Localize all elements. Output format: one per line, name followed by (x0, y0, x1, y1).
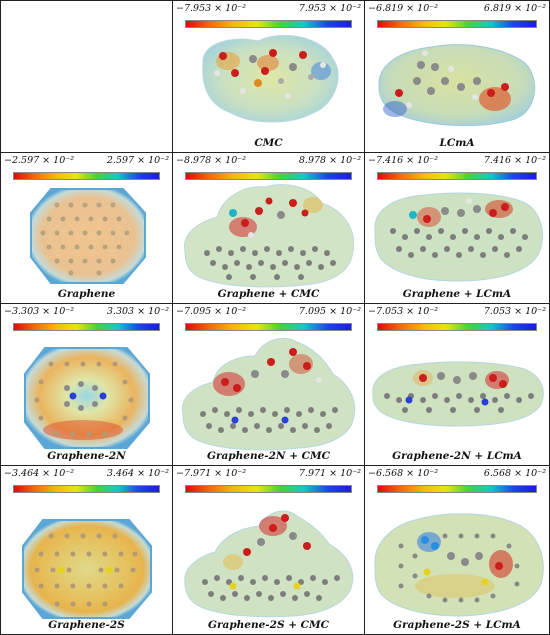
panel-cmc: −7.953 × 10⁻² 7.953 × 10⁻² (173, 1, 364, 152)
panel-graphene-2s-lcma: −6.568 × 10⁻² 6.568 × 10⁻² Gra (365, 466, 549, 634)
grid-line-col-2 (364, 0, 365, 635)
esp-range: −6.819 × 10⁻² 6.819 × 10⁻² (368, 2, 546, 15)
esp-range-low: −7.971 × 10⁻² (176, 468, 247, 479)
esp-range-high: 7.971 × 10⁻² (298, 468, 361, 479)
graphene-cmc-esp-surface (184, 184, 355, 288)
panel-caption: Graphene + LCmA (402, 288, 512, 300)
esp-range-low: −2.597 × 10⁻² (4, 155, 75, 166)
graphene-2s-esp-surface (22, 519, 152, 619)
esp-range-high: 6.568 × 10⁻² (483, 468, 546, 479)
graphene-2s-lcma-esp-surface (374, 513, 544, 617)
color-scale-bar (13, 172, 160, 180)
esp-range-low: −7.416 × 10⁻² (368, 155, 439, 166)
panel-graphene-2s: −3.464 × 10⁻² 3.464 × 10⁻² (1, 466, 172, 634)
esp-range-high: 3.303 × 10⁻² (106, 306, 169, 317)
esp-range-high: 7.053 × 10⁻² (483, 306, 546, 317)
cmc-esp-surface (202, 34, 339, 123)
esp-range-low: −3.464 × 10⁻² (4, 468, 75, 479)
panel-lcma: −6.819 × 10⁻² 6.819 × 10⁻² LC (365, 1, 549, 152)
panel-caption: LCmA (439, 137, 475, 149)
graphene-2s-atoms (34, 533, 138, 607)
grid-line-row-3 (0, 465, 550, 466)
graphene-2n-lcma-esp-surface (372, 361, 544, 427)
empty-cell (1, 1, 172, 152)
cmc-atoms (214, 49, 326, 99)
esp-range-high: 7.095 × 10⁻² (298, 306, 361, 317)
esp-range-high: 2.597 × 10⁻² (106, 155, 169, 166)
color-scale-bar (377, 20, 537, 28)
color-scale-bar (185, 20, 352, 28)
grid-line-col-1 (172, 0, 173, 635)
panel-caption: Graphene-2S + LCmA (393, 619, 521, 631)
panel-graphene-2s-cmc: −7.971 × 10⁻² 7.971 × 10⁻² Graphene-2S +… (173, 466, 364, 634)
esp-range-low: −7.095 × 10⁻² (176, 306, 247, 317)
lcma-esp-surface (378, 44, 536, 127)
esp-range-high: 7.953 × 10⁻² (298, 3, 361, 14)
esp-range-low: −7.053 × 10⁻² (368, 306, 439, 317)
graphene-atom-lattice (40, 202, 130, 276)
color-scale-bar (185, 172, 352, 180)
panel-caption: Graphene-2N + LCmA (392, 450, 522, 462)
graphene-esp-surface (30, 188, 146, 284)
panel-graphene-lcma: −7.416 × 10⁻² 7.416 × 10⁻² Graphene + LC… (365, 153, 549, 303)
graphene-2s-cmc-esp-surface (184, 510, 354, 618)
esp-range-high: 7.416 × 10⁻² (483, 155, 546, 166)
panel-graphene-2n-cmc: −7.095 × 10⁻² 7.095 × 10⁻² Graphene-2N +… (173, 304, 364, 465)
graphene-2n-cmc-atoms (200, 348, 338, 433)
color-scale-bar (377, 485, 537, 493)
panel-caption: Graphene + CMC (217, 288, 320, 300)
esp-range: −7.953 × 10⁻² 7.953 × 10⁻² (176, 2, 361, 15)
grid-line-top (0, 0, 550, 1)
esp-range: −2.597 × 10⁻² 2.597 × 10⁻² (4, 154, 169, 167)
esp-range-low: −8.978 × 10⁻² (176, 155, 247, 166)
graphene-2s-cmc-atoms (202, 514, 340, 601)
esp-range-high: 3.464 × 10⁻² (106, 468, 169, 479)
color-scale-bar (13, 485, 160, 493)
esp-range-low: −6.568 × 10⁻² (368, 468, 439, 479)
esp-range: −7.971 × 10⁻² 7.971 × 10⁻² (176, 467, 361, 480)
panel-graphene-cmc: −8.978 × 10⁻² 8.978 × 10⁻² Graphene + CM… (173, 153, 364, 303)
panel-caption: Graphene (57, 288, 116, 300)
graphene-lcma-esp-surface (374, 192, 543, 282)
graphene-2n-atoms (34, 361, 134, 437)
esp-range-low: −7.953 × 10⁻² (176, 3, 247, 14)
panel-caption: Graphene-2S (48, 619, 125, 631)
panel-graphene: −2.597 × 10⁻² 2.597 × 10⁻² Graphene (1, 153, 172, 303)
esp-range: −7.095 × 10⁻² 7.095 × 10⁻² (176, 305, 361, 318)
graphene-2n-cmc-esp-surface (181, 338, 356, 451)
panel-caption: Graphene-2N (47, 450, 126, 462)
esp-range-high: 6.819 × 10⁻² (483, 3, 546, 14)
color-scale-bar (185, 485, 352, 493)
panel-graphene-2n: −3.303 × 10⁻² 3.303 × 10⁻² (1, 304, 172, 465)
color-scale-bar (377, 172, 537, 180)
esp-range: −3.464 × 10⁻² 3.464 × 10⁻² (4, 467, 169, 480)
esp-range: −7.053 × 10⁻² 7.053 × 10⁻² (368, 305, 546, 318)
grid-line-left (0, 0, 1, 635)
panel-caption: Graphene-2S + CMC (208, 619, 329, 631)
panel-graphene-2n-lcma: −7.053 × 10⁻² 7.053 × 10⁻² Graphene-2N +… (365, 304, 549, 465)
esp-range: −8.978 × 10⁻² 8.978 × 10⁻² (176, 154, 361, 167)
graphene-2s-lcma-atoms (398, 533, 520, 603)
panel-caption: Graphene-2N + CMC (207, 450, 330, 462)
esp-range-low: −3.303 × 10⁻² (4, 306, 75, 317)
esp-range-low: −6.819 × 10⁻² (368, 3, 439, 14)
graphene-cmc-atoms (204, 197, 336, 280)
grid-line-row-2 (0, 303, 550, 304)
color-scale-bar (377, 323, 537, 331)
panel-caption: CMC (254, 137, 283, 149)
lcma-atoms (395, 50, 509, 108)
graphene-2n-lcma-atoms (384, 372, 534, 413)
graphene-lcma-atoms (390, 198, 528, 258)
esp-range: −3.303 × 10⁻² 3.303 × 10⁻² (4, 305, 169, 318)
esp-range-high: 8.978 × 10⁻² (298, 155, 361, 166)
color-scale-bar (13, 323, 160, 331)
grid-line-row-1 (0, 152, 550, 153)
color-scale-bar (185, 323, 352, 331)
esp-range: −6.568 × 10⁻² 6.568 × 10⁻² (368, 467, 546, 480)
graphene-2n-esp-surface (24, 347, 150, 449)
esp-range: −7.416 × 10⁻² 7.416 × 10⁻² (368, 154, 546, 167)
